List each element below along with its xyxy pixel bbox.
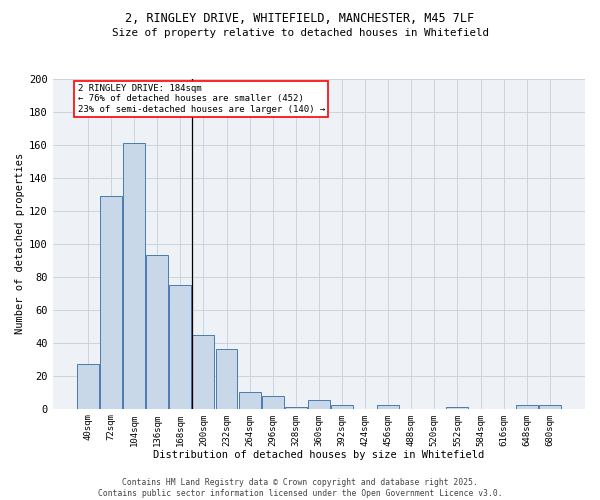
Bar [215,350,238,408]
Bar [377,406,399,408]
Bar [169,285,191,408]
Text: Size of property relative to detached houses in Whitefield: Size of property relative to detached ho… [112,28,488,38]
Bar [516,406,538,408]
Bar [331,406,353,408]
Bar [100,196,122,408]
Bar [146,256,168,408]
Bar [308,400,330,408]
Bar [123,144,145,408]
Text: 2, RINGLEY DRIVE, WHITEFIELD, MANCHESTER, M45 7LF: 2, RINGLEY DRIVE, WHITEFIELD, MANCHESTER… [125,12,475,26]
X-axis label: Distribution of detached houses by size in Whitefield: Distribution of detached houses by size … [153,450,485,460]
Bar [262,396,284,408]
Text: Contains HM Land Registry data © Crown copyright and database right 2025.
Contai: Contains HM Land Registry data © Crown c… [98,478,502,498]
Text: 2 RINGLEY DRIVE: 184sqm
← 76% of detached houses are smaller (452)
23% of semi-d: 2 RINGLEY DRIVE: 184sqm ← 76% of detache… [77,84,325,114]
Bar [446,407,469,408]
Y-axis label: Number of detached properties: Number of detached properties [15,153,25,334]
Bar [239,392,260,408]
Bar [193,334,214,408]
Bar [539,406,561,408]
Bar [77,364,99,408]
Bar [285,407,307,408]
